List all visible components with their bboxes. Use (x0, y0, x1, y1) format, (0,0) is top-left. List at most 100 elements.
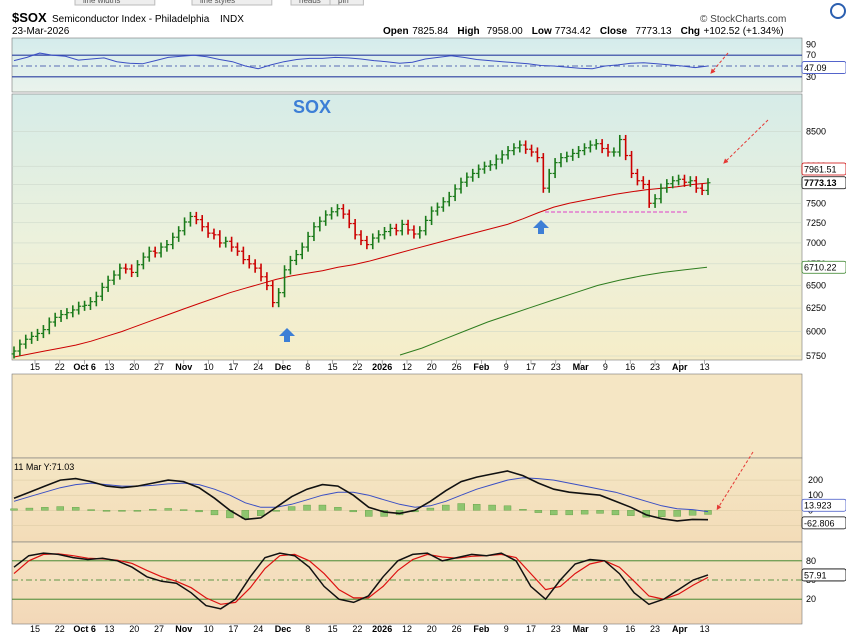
x-tick-bottom: 23 (551, 624, 561, 634)
macd-histogram-bar (102, 510, 111, 512)
macd-histogram-bar (164, 508, 172, 511)
rsi-tick: 30 (806, 72, 816, 82)
x-tick-mid: 13 (104, 362, 114, 372)
macd-panel (11, 457, 803, 543)
x-tick-bottom: Oct 6 (73, 624, 96, 634)
price-tick: 5750 (806, 351, 826, 361)
close-label: Close (600, 26, 628, 37)
macd-histogram-bar (272, 510, 280, 512)
x-tick-bottom: 17 (526, 624, 536, 634)
x-tick-mid: 17 (526, 362, 536, 372)
x-tick-mid: Nov (175, 362, 192, 372)
ma-short-badge-box (801, 162, 846, 176)
macd-histogram-bar (658, 510, 666, 517)
x-tick-mid: 20 (129, 362, 139, 372)
macd-badge-1: 13.923 (804, 501, 832, 511)
macd-histogram-bar (503, 505, 512, 511)
open-label: Open (383, 26, 409, 37)
macd-histogram-bar (41, 507, 49, 511)
x-tick-mid: 17 (228, 362, 238, 372)
gridlines (12, 54, 802, 600)
macd-histogram-bar (534, 510, 543, 513)
x-tick-mid: 20 (427, 362, 437, 372)
macd-histogram-bar (488, 504, 496, 511)
macd-histogram-bar (318, 504, 327, 511)
chg-value: +102.52 (+1.34%) (704, 26, 784, 37)
macd-histogram-bar (688, 510, 697, 516)
index-name: Semiconductor Index - Philadelphia (52, 14, 210, 25)
close-badge-box (801, 176, 846, 190)
price-tick: 7500 (806, 198, 826, 208)
price-tick: 6000 (806, 327, 826, 337)
macd-badge-1-box (801, 498, 846, 512)
macd-histogram-bar (71, 507, 80, 511)
low-label: Low (532, 26, 552, 37)
macd-histogram-bar (149, 509, 157, 511)
x-tick-bottom: 23 (650, 624, 660, 634)
macd-histogram-bar (611, 510, 620, 516)
macd-tick: 100 (808, 490, 823, 500)
macd-histogram-bar (580, 510, 589, 515)
top-tabs: line widths line styles heads pin (74, 0, 364, 6)
macd-histogram-bar (627, 510, 635, 516)
macd-histogram-bar (442, 504, 450, 511)
x-tick-mid: Dec (275, 362, 292, 372)
macd-histogram-bar (195, 510, 203, 513)
sto-badge-box (801, 568, 846, 582)
rsi-badge: 47.09 (804, 63, 827, 73)
macd-histogram-bar (365, 510, 373, 517)
x-tick-mid: 10 (204, 362, 214, 372)
share-icon[interactable] (830, 3, 846, 19)
symbol: $SOX (12, 10, 47, 25)
x-tick-bottom: 20 (427, 624, 437, 634)
red-arrow-price (723, 119, 769, 164)
macd-histogram-bar (25, 507, 34, 511)
macd-line (13, 470, 709, 522)
macd-histogram-bar (87, 509, 95, 511)
macd-histogram-bar (704, 510, 712, 515)
copyright: © StockCharts.com (700, 14, 786, 25)
macd-histogram-bar (257, 510, 265, 516)
macd-histogram-bar (210, 510, 219, 516)
rsi-line (13, 52, 709, 70)
macd-crosshair-label: 11 Mar Y:71.03 (14, 462, 74, 472)
sto-tick: 80 (806, 556, 816, 566)
x-tick-mid: Apr (672, 362, 688, 372)
chg-label: Chg (681, 26, 700, 37)
value-badges: 47.09 7961.51 7773.13 6710.22 13.923 -62.806 5… (801, 61, 846, 582)
macd-histogram-bar (426, 507, 435, 511)
high-label: High (457, 26, 479, 37)
x-tick-bottom: Nov (175, 624, 192, 634)
macd-histogram-bar (179, 509, 188, 511)
x-tick-bottom: 27 (154, 624, 164, 634)
tab-label-1: line styles (200, 0, 235, 5)
x-tick-bottom: 13 (104, 624, 114, 634)
rsi-tick: 70 (806, 50, 816, 60)
x-tick-mid: 22 (352, 362, 362, 372)
sto-tick: 20 (806, 594, 816, 604)
x-tick-mid: 8 (305, 362, 310, 372)
x-tick-mid: 16 (625, 362, 635, 372)
tab-label-0: line widths (83, 0, 120, 5)
x-tick-bottom: 15 (30, 624, 40, 634)
x-tick-mid: 24 (253, 362, 263, 372)
macd-histogram-bar (472, 504, 481, 511)
macd-histogram-bar (673, 510, 681, 517)
x-tick-mid: 2026 (372, 362, 392, 372)
macd-histogram-bar (287, 506, 296, 511)
x-tick-mid: 26 (452, 362, 462, 372)
macd-tick: 200 (808, 475, 823, 485)
chart-date: 23-Mar-2026 (12, 26, 70, 37)
stochastic-d-line (13, 553, 709, 605)
x-tick-bottom: Apr (672, 624, 688, 634)
x-tick-bottom: Feb (473, 624, 490, 634)
red-arrow-macd (716, 451, 754, 511)
price-tick: 7000 (806, 238, 826, 248)
macd-histogram-bar (457, 503, 465, 511)
x-tick-mid: 22 (55, 362, 65, 372)
red-arrow-rsi (710, 52, 729, 74)
tab-0 (74, 0, 156, 6)
stochastic-layer (13, 552, 709, 610)
x-tick-mid: 9 (603, 362, 608, 372)
